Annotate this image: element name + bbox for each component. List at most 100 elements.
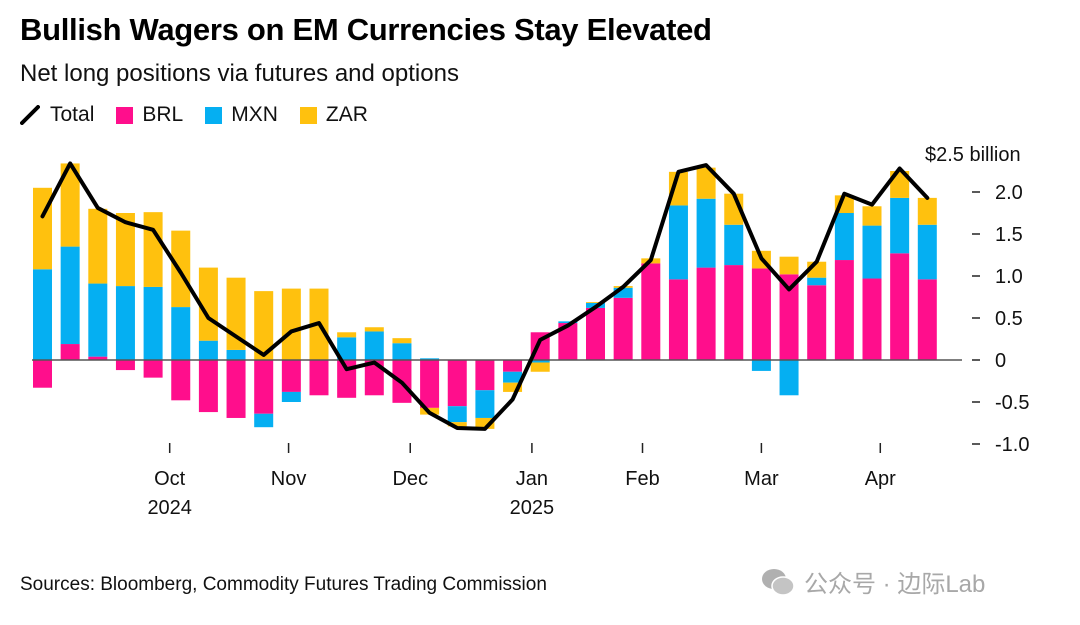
chart-plot: 2.0 1.5 1.0 0.5 0 -0.5 -1.0 Oct 2024 Nov Dec Jan 20… (32, 144, 1029, 519)
bar-brl (668, 279, 688, 360)
legend-item-mxn: MXN (205, 103, 278, 127)
bar-mxn (143, 286, 163, 360)
source-note: Sources: Bloomberg, Commodity Futures Tr… (20, 574, 547, 595)
bar-mxn (530, 360, 550, 363)
bar-mxn (337, 337, 357, 360)
bar-mxn (558, 321, 578, 324)
bar-zar (475, 417, 495, 429)
bar-mxn (807, 277, 827, 286)
bar-zar (392, 338, 412, 344)
y-tick-label: 0.5 (995, 308, 1023, 330)
bar-brl (364, 360, 384, 396)
line-swatch-icon (20, 105, 40, 125)
y-tick-label: 2.0 (995, 182, 1023, 204)
legend: Total BRL MXN ZAR (20, 103, 390, 127)
x-axis: Oct 2024 Nov Dec Jan 2025 Feb Mar Apr (147, 443, 896, 519)
bar-zar (88, 208, 108, 284)
bar-mxn (834, 213, 854, 261)
bar-zar (917, 197, 937, 225)
legend-label-total: Total (50, 103, 95, 126)
bar-zar (668, 171, 688, 206)
bar-zar (779, 256, 799, 275)
bar-mxn (281, 391, 301, 402)
bar-mxn (779, 360, 799, 396)
x-tick-year-label: 2024 (147, 497, 192, 519)
mxn-swatch-icon (205, 106, 223, 124)
bar-brl (641, 263, 661, 360)
bar-mxn (392, 343, 412, 360)
bar-brl (779, 274, 799, 360)
bar-brl (503, 360, 523, 372)
x-tick-year-label: 2025 (510, 497, 555, 519)
bar-brl (447, 360, 467, 407)
bar-mxn (475, 390, 495, 418)
y-axis-unit-label: $2.5 billion (925, 144, 1021, 166)
legend-label-mxn: MXN (231, 103, 278, 126)
bar-zar (862, 206, 882, 226)
bar-brl (751, 268, 771, 360)
x-tick-label: Nov (271, 468, 307, 490)
bar-mxn (88, 283, 108, 357)
bar-mxn (254, 413, 274, 428)
bar-mxn (198, 340, 218, 360)
bar-brl (613, 297, 633, 360)
bar-brl (281, 360, 301, 392)
bar-brl (724, 265, 744, 360)
bar-zar (364, 327, 384, 332)
bar-brl (420, 360, 440, 408)
bar-brl (807, 285, 827, 360)
chart-title: Bullish Wagers on EM Currencies Stay Ele… (20, 12, 712, 47)
bar-zar (696, 167, 716, 199)
bar-brl (834, 260, 854, 360)
bar-mxn (420, 358, 440, 360)
bar-brl (33, 360, 52, 388)
bar-zar (115, 213, 135, 287)
bar-brl (917, 279, 937, 360)
bar-mxn (862, 225, 882, 279)
bar-mxn (447, 406, 467, 423)
bar-brl (88, 356, 108, 360)
x-tick-label: Apr (865, 468, 896, 490)
bar-brl (143, 360, 163, 378)
bar-mxn (503, 371, 523, 383)
bar-zar (337, 332, 357, 338)
y-tick-label: -0.5 (995, 392, 1029, 414)
bar-zar (530, 362, 550, 372)
legend-item-brl: BRL (116, 103, 183, 127)
x-tick-label: Dec (392, 468, 428, 490)
bar-mxn (60, 246, 80, 345)
bar-mxn (115, 286, 135, 360)
bar-brl (226, 360, 246, 418)
bar-brl (475, 360, 495, 391)
bar-mxn (613, 287, 633, 298)
bar-mxn (364, 331, 384, 360)
bar-zar (60, 163, 80, 247)
bar-brl (558, 323, 578, 360)
bar-mxn (890, 197, 910, 254)
bar-mxn (696, 198, 716, 268)
x-tick-label: Mar (744, 468, 779, 490)
y-axis: 2.0 1.5 1.0 0.5 0 -0.5 -1.0 (972, 182, 1029, 456)
legend-label-brl: BRL (142, 103, 184, 126)
bar-mxn (171, 307, 191, 360)
brl-swatch-icon (116, 106, 134, 124)
bar-brl (862, 278, 882, 360)
x-tick-label: Jan (516, 468, 548, 490)
y-tick-label: -1.0 (995, 434, 1029, 456)
chart-subtitle: Net long positions via futures and optio… (20, 60, 459, 87)
bar-zar (143, 212, 163, 287)
bar-mxn (917, 224, 937, 280)
bar-brl (890, 253, 910, 360)
bar-brl (171, 360, 191, 401)
bar-zar (503, 382, 523, 392)
bar-mxn (33, 269, 52, 360)
legend-item-zar: ZAR (299, 103, 368, 127)
y-tick-label: 1.5 (995, 224, 1023, 246)
zar-swatch-icon (299, 106, 317, 124)
bar-brl (115, 360, 135, 371)
x-tick-label: Oct (154, 468, 186, 490)
bar-brl (696, 267, 716, 360)
bar-zar (171, 230, 191, 308)
bar-zar (447, 422, 467, 427)
bar-zar (281, 288, 301, 360)
